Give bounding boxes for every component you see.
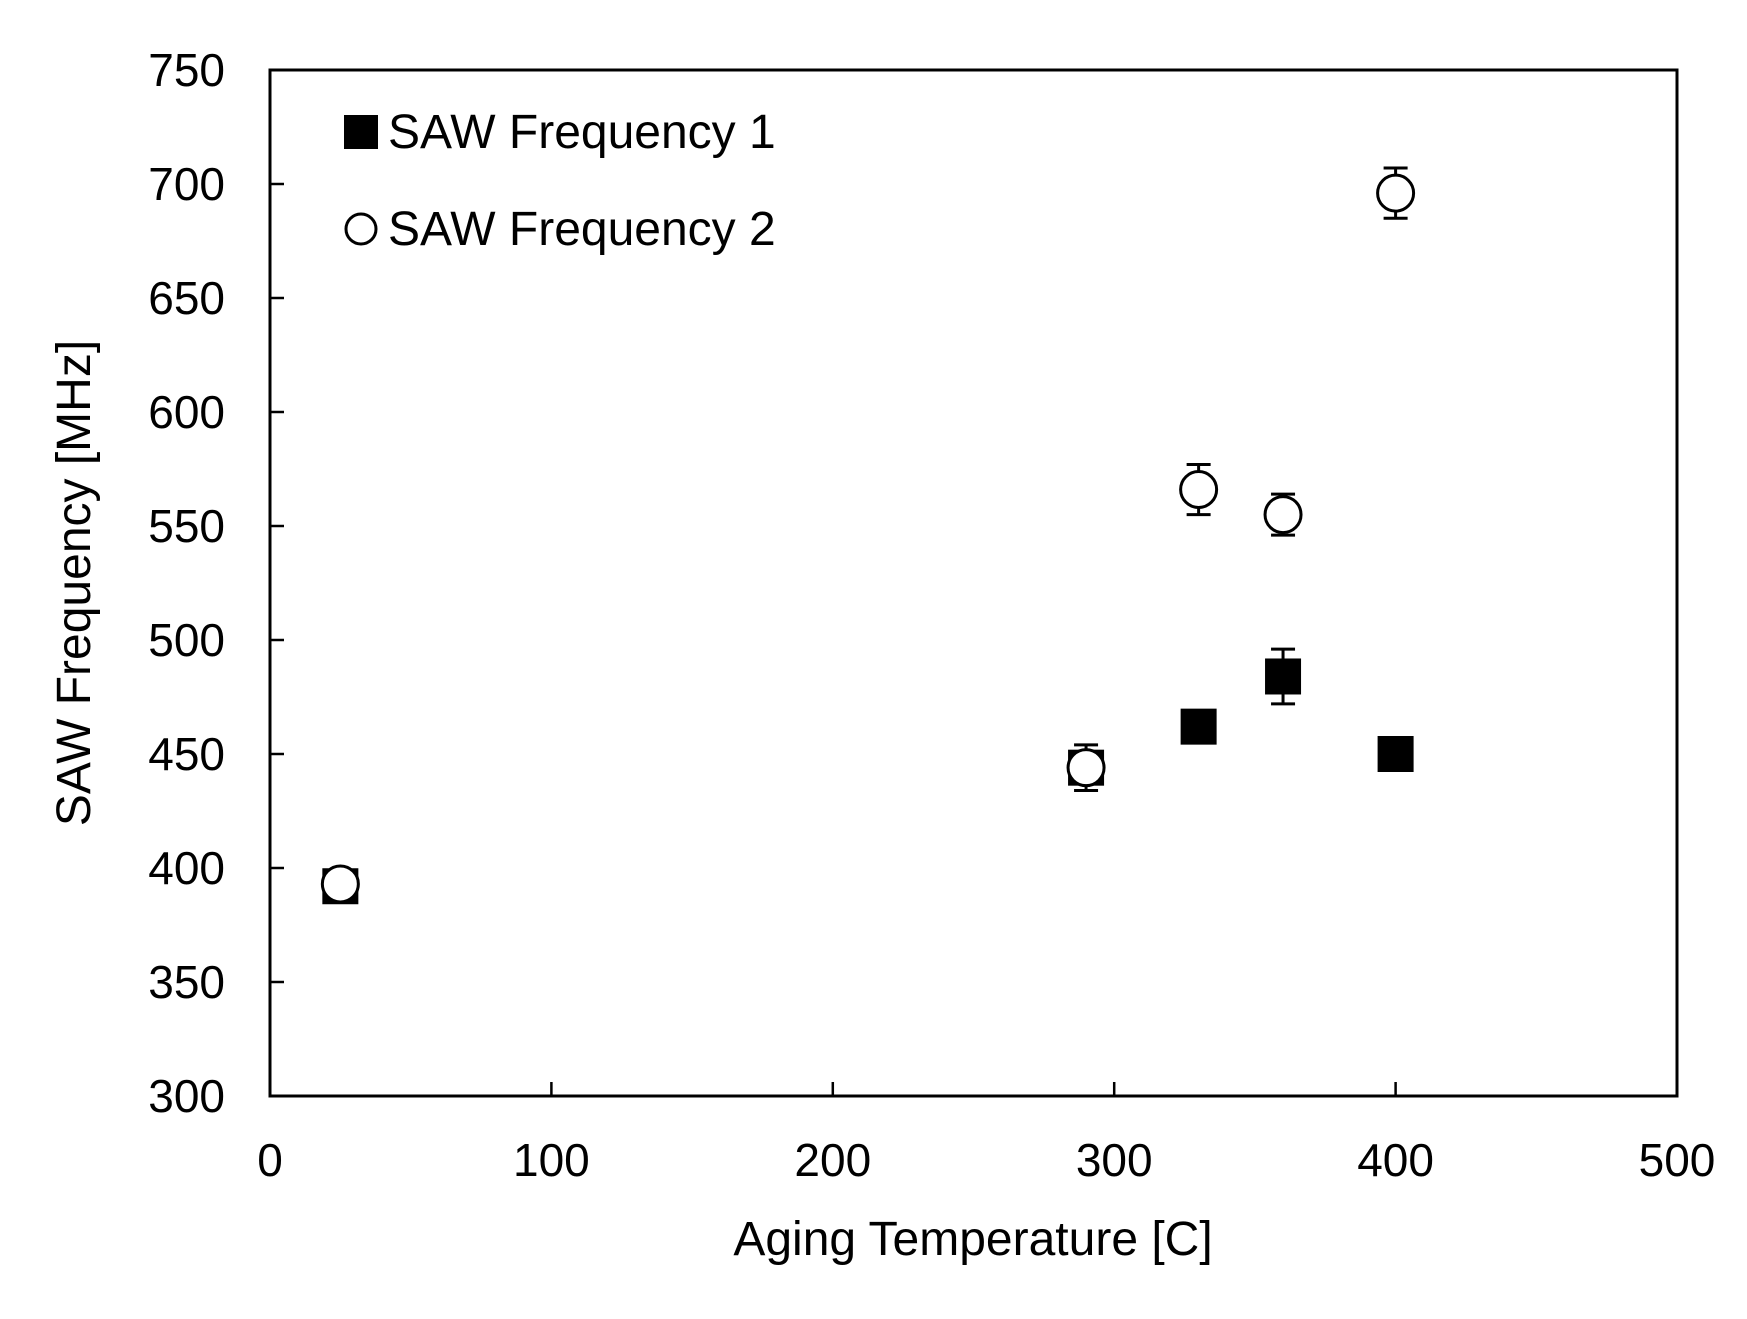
series-1-point bbox=[1377, 736, 1414, 772]
data-points bbox=[320, 166, 1416, 905]
y-tick-label: 600 bbox=[148, 386, 225, 438]
legend-marker-square bbox=[344, 115, 378, 149]
y-tick-label: 300 bbox=[148, 1070, 225, 1122]
x-tick-label: 300 bbox=[1076, 1134, 1153, 1186]
series-2-point bbox=[1376, 173, 1416, 213]
y-tick-label: 750 bbox=[148, 44, 225, 96]
x-tick-label: 100 bbox=[513, 1134, 590, 1186]
legend: SAW Frequency 1 SAW Frequency 2 bbox=[344, 106, 776, 256]
legend-entry-series-2: SAW Frequency 2 bbox=[388, 203, 776, 256]
x-tick-label: 500 bbox=[1639, 1134, 1716, 1186]
y-axis-title: SAW Frequency [MHz] bbox=[48, 340, 101, 826]
y-axis-ticks: 300 350 400 450 500 550 600 650 700 750 bbox=[148, 44, 284, 1122]
y-tick-label: 700 bbox=[148, 158, 225, 210]
x-axis-ticks: 0 100 200 300 400 500 bbox=[257, 1082, 1715, 1186]
series-2-point bbox=[1066, 748, 1106, 788]
legend-marker-circle bbox=[344, 212, 378, 246]
x-axis-title: Aging Temperature [C] bbox=[733, 1213, 1212, 1266]
plot-frame bbox=[268, 68, 1679, 1098]
series-2-point bbox=[320, 864, 360, 904]
y-tick-label: 400 bbox=[148, 842, 225, 894]
series-2-point bbox=[1179, 470, 1219, 510]
legend-entry-series-1: SAW Frequency 1 bbox=[388, 106, 776, 159]
x-tick-label: 0 bbox=[257, 1134, 283, 1186]
y-tick-label: 350 bbox=[148, 956, 225, 1008]
y-tick-label: 550 bbox=[148, 500, 225, 552]
y-tick-label: 650 bbox=[148, 272, 225, 324]
y-tick-label: 450 bbox=[148, 728, 225, 780]
x-tick-label: 200 bbox=[794, 1134, 871, 1186]
series-1-point bbox=[1180, 708, 1217, 745]
y-tick-label: 500 bbox=[148, 614, 225, 666]
series-2-point bbox=[1263, 495, 1303, 535]
x-tick-label: 400 bbox=[1357, 1134, 1434, 1186]
series-1-point bbox=[1265, 658, 1302, 695]
